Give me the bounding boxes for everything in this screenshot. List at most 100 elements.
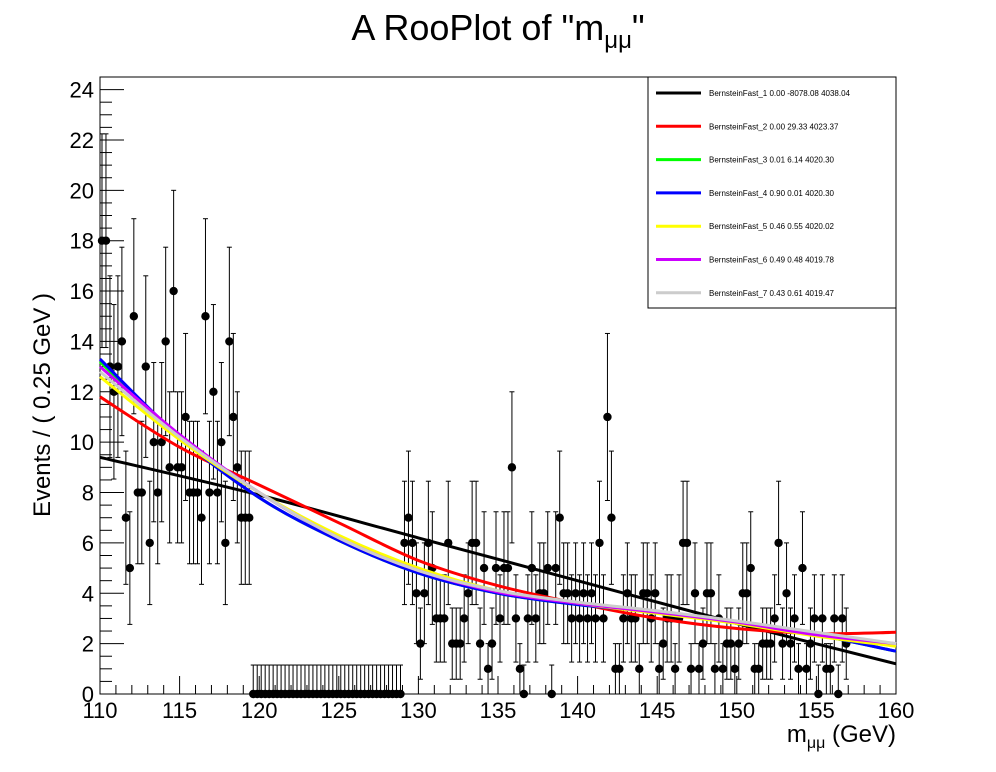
data-marker: [209, 387, 218, 396]
data-marker: [682, 538, 692, 548]
chart-title: A RooPlot of "mμμ": [351, 7, 644, 54]
data-point: [543, 511, 552, 625]
data-point: [205, 420, 214, 565]
data-point: [221, 480, 230, 606]
fit-curve-bernsteinfast-1: [99, 455, 897, 666]
data-marker: [686, 664, 696, 674]
data-point: [511, 574, 521, 663]
data-point: [149, 362, 158, 523]
data-marker: [782, 589, 791, 598]
data-marker: [587, 589, 596, 598]
x-tick-label: 120: [241, 698, 278, 723]
data-point: [567, 574, 576, 663]
data-point: [579, 542, 588, 645]
data-marker: [471, 538, 481, 548]
data-marker: [137, 488, 146, 497]
y-tick-label: 8: [82, 481, 94, 506]
data-marker: [205, 488, 214, 497]
data-point: [631, 574, 640, 663]
data-marker: [830, 614, 839, 623]
x-tick-label: 160: [878, 698, 915, 723]
data-point: [834, 664, 843, 699]
y-tick-label: 20: [70, 178, 94, 203]
data-marker: [690, 589, 700, 598]
data-marker: [798, 563, 807, 573]
data-marker: [455, 639, 465, 648]
data-point: [619, 574, 628, 663]
fit-curves: [98, 358, 897, 666]
data-point: [396, 664, 405, 699]
data-point: [193, 420, 202, 565]
data-point: [670, 643, 680, 695]
data-point: [706, 542, 716, 645]
data-marker: [129, 312, 139, 321]
data-marker: [396, 689, 405, 699]
x-tick-labels: 110 115 120 125 130 135 140 145 150 155 160: [82, 698, 914, 723]
data-marker: [221, 538, 230, 548]
data-marker: [754, 664, 763, 674]
data-point: [105, 275, 115, 458]
data-marker: [213, 488, 222, 497]
data-marker: [603, 412, 612, 422]
y-tick-label: 6: [82, 531, 94, 556]
data-marker: [161, 337, 170, 346]
data-point: [575, 574, 584, 663]
data-marker: [507, 463, 517, 472]
x-tick-label: 155: [798, 698, 835, 723]
data-point: [245, 450, 254, 585]
data-marker: [658, 639, 668, 648]
data-marker: [619, 614, 628, 623]
data-marker: [197, 513, 206, 522]
legend-entry: BernsteinFast_5 0.46 0.55 4020.02: [656, 222, 835, 231]
data-point: [547, 664, 556, 699]
data-point: [400, 480, 409, 606]
data-marker: [551, 563, 560, 573]
data-marker: [774, 538, 783, 548]
data-point: [125, 511, 135, 625]
data-marker: [475, 639, 485, 648]
data-marker: [746, 563, 755, 573]
data-point: [718, 643, 728, 695]
data-marker: [818, 614, 827, 623]
data-marker: [710, 664, 720, 674]
data-point: [444, 480, 453, 606]
data-marker: [579, 589, 588, 598]
fit-curve-bernsteinfast-6: [99, 365, 897, 646]
data-marker: [125, 563, 135, 573]
y-tick-label: 18: [70, 229, 94, 254]
data-point: [643, 542, 652, 645]
data-marker: [706, 589, 716, 598]
data-marker: [802, 664, 811, 674]
data-marker: [607, 513, 616, 522]
data-marker: [233, 463, 242, 472]
data-marker: [487, 639, 497, 648]
data-point: [710, 643, 720, 695]
data-point: [169, 189, 178, 393]
data-point: [786, 607, 795, 680]
data-marker: [157, 437, 166, 447]
data-point: [523, 574, 533, 663]
data-point: [420, 542, 429, 645]
data-marker: [440, 614, 449, 623]
legend-entry: BernsteinFast_4 0.90 0.01 4020.30: [656, 189, 835, 198]
data-point: [463, 542, 473, 645]
data-marker: [571, 589, 580, 598]
data-marker: [583, 614, 592, 623]
data-marker: [408, 538, 417, 548]
data-marker: [400, 538, 409, 548]
data-marker: [635, 664, 644, 674]
data-point: [519, 664, 529, 699]
data-point: [838, 574, 847, 663]
x-tick-label: 140: [559, 698, 596, 723]
data-point: [507, 391, 517, 544]
legend-label: BernsteinFast_3 0.01 6.14 4020.30: [709, 156, 835, 165]
data-marker: [599, 614, 608, 623]
data-marker: [694, 664, 704, 674]
data-point: [503, 511, 513, 625]
data-marker: [654, 664, 664, 674]
data-point: [826, 643, 835, 695]
data-marker: [826, 664, 835, 674]
data-marker: [416, 639, 425, 648]
